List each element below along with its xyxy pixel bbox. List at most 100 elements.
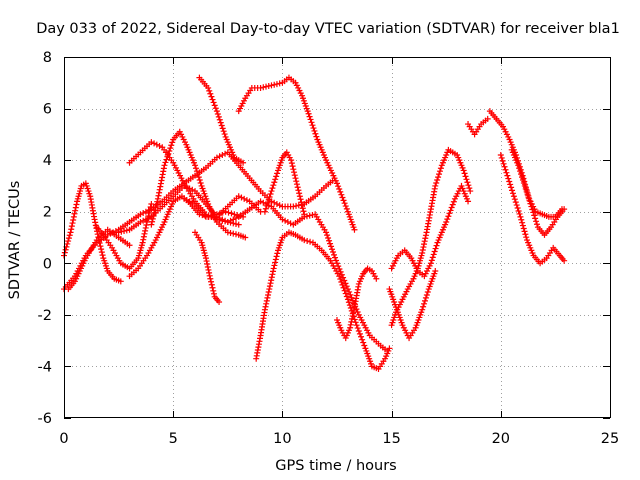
data-point xyxy=(64,240,71,247)
data-point xyxy=(516,210,523,217)
data-point xyxy=(237,213,244,220)
data-point xyxy=(308,119,315,126)
data-point xyxy=(276,80,283,87)
data-point xyxy=(465,198,472,205)
data-point xyxy=(232,215,239,222)
data-point xyxy=(225,209,232,216)
data-point xyxy=(121,228,128,235)
data-point xyxy=(299,202,306,209)
series-arc-3 xyxy=(65,226,133,293)
data-point xyxy=(348,318,355,325)
data-point xyxy=(270,182,277,189)
data-point xyxy=(150,213,157,220)
data-point xyxy=(527,200,534,207)
data-point xyxy=(519,174,526,181)
data-point xyxy=(266,193,273,200)
data-point xyxy=(213,154,220,161)
data-point xyxy=(507,181,514,188)
data-point xyxy=(307,116,314,123)
data-point xyxy=(466,185,473,192)
data-point xyxy=(167,145,174,152)
data-point xyxy=(274,250,281,257)
data-point xyxy=(528,203,535,210)
data-point xyxy=(509,187,516,194)
data-point xyxy=(183,197,190,204)
data-point xyxy=(204,263,211,270)
data-point xyxy=(123,227,130,234)
data-point xyxy=(340,197,347,204)
data-point xyxy=(311,127,318,134)
data-point xyxy=(523,234,530,241)
data-point xyxy=(238,194,245,201)
data-point xyxy=(265,289,272,296)
data-point xyxy=(361,342,368,349)
data-point xyxy=(298,199,305,206)
x-tick-label: 10 xyxy=(273,431,291,447)
data-point xyxy=(502,166,509,173)
data-point xyxy=(235,221,242,228)
data-point xyxy=(419,306,426,313)
data-point xyxy=(263,202,270,209)
data-point xyxy=(323,229,330,236)
data-point xyxy=(273,173,280,180)
data-point xyxy=(434,177,441,184)
data-point xyxy=(467,188,474,195)
data-point xyxy=(432,268,439,275)
data-point xyxy=(422,235,429,242)
data-point xyxy=(359,336,366,343)
data-point xyxy=(210,99,217,106)
data-point xyxy=(126,242,133,249)
data-point xyxy=(68,223,75,230)
data-point xyxy=(342,280,349,287)
data-point xyxy=(515,207,522,214)
data-point xyxy=(204,261,211,268)
data-point xyxy=(221,131,228,138)
data-point xyxy=(306,113,313,120)
data-point xyxy=(232,220,239,227)
data-point xyxy=(62,246,69,253)
data-point xyxy=(227,229,234,236)
data-point xyxy=(484,115,491,122)
y-tick-label: 2 xyxy=(43,205,52,221)
data-point xyxy=(499,157,506,164)
data-point xyxy=(212,105,219,112)
data-point xyxy=(506,178,513,185)
data-point xyxy=(99,252,106,259)
data-point xyxy=(513,202,520,209)
data-point xyxy=(423,291,430,298)
data-point xyxy=(268,274,275,281)
data-point xyxy=(504,172,511,179)
data-point xyxy=(337,188,344,195)
data-point xyxy=(335,183,342,190)
data-point xyxy=(358,333,365,340)
data-point xyxy=(66,232,73,239)
data-point xyxy=(156,142,163,149)
data-point xyxy=(149,218,156,225)
data-point xyxy=(295,187,302,194)
data-point xyxy=(269,185,276,192)
y-tick-label: -4 xyxy=(38,359,52,375)
data-point xyxy=(276,202,283,209)
y-tick-label: -6 xyxy=(38,411,52,427)
data-point xyxy=(210,290,217,297)
series-arc-16 xyxy=(388,146,474,329)
data-point xyxy=(189,199,196,206)
data-point xyxy=(261,306,268,313)
data-point xyxy=(257,84,264,91)
data-point xyxy=(334,260,340,267)
data-point xyxy=(448,204,455,211)
series-arc-4 xyxy=(93,200,155,272)
data-point xyxy=(274,170,281,177)
data-point xyxy=(293,181,300,188)
data-point xyxy=(234,212,241,219)
data-point xyxy=(216,153,223,160)
y-tick-label: 4 xyxy=(43,153,52,169)
data-point xyxy=(519,222,526,229)
data-point xyxy=(436,171,443,178)
data-point xyxy=(140,210,147,217)
data-point xyxy=(450,198,457,205)
data-point xyxy=(69,220,76,227)
data-point xyxy=(435,174,442,181)
data-point xyxy=(227,219,234,226)
data-point xyxy=(463,176,470,183)
